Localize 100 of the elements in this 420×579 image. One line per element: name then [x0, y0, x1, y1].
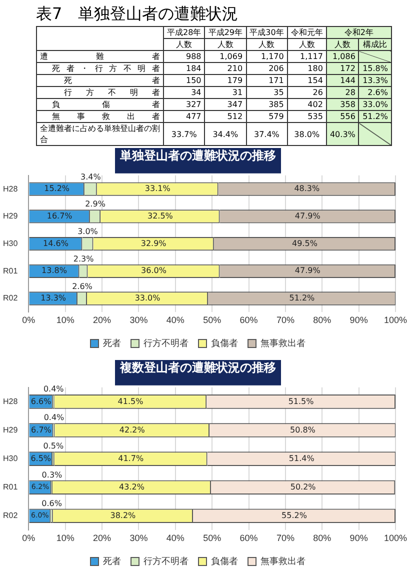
text: 535 [308, 112, 323, 121]
data-label: 0.5% [43, 442, 64, 451]
x-tick-label: 20% [93, 315, 112, 326]
data-label: 6.5% [30, 454, 52, 463]
text: 40.3% [330, 130, 356, 138]
data-label: 51.4% [288, 454, 315, 463]
x-tick-label: 40% [166, 533, 184, 544]
data-label: 6.6% [30, 396, 52, 406]
chart-title: 複数登山者の遭難状況の推移 [119, 360, 276, 375]
text: 512 [227, 112, 243, 121]
chart-title: 単独登山者の遭難状況の推移 [119, 148, 276, 163]
data-label: 0.3% [42, 470, 63, 480]
data-label: 3.4% [80, 172, 102, 182]
text: 1,069 [220, 52, 243, 61]
y-tick-label: H29 [2, 212, 18, 221]
x-tick-label: 70% [276, 533, 294, 544]
x-tick-label: 30% [130, 533, 148, 544]
category-label: 平成28年 [164, 26, 205, 38]
data-label: 2.3% [73, 254, 94, 264]
legend-label: 行方不明者 [144, 338, 188, 348]
data-label: 48.3% [294, 184, 320, 194]
data-label: 32.9% [140, 238, 167, 248]
y-tick-label: R01 [2, 266, 18, 276]
data-label: 42.2% [119, 425, 146, 434]
data-label: 0.4% [44, 413, 65, 422]
data-label: 41.7% [118, 454, 144, 463]
text: 13.3% [362, 76, 388, 85]
y-tick-label: R02 [2, 294, 18, 303]
data-label: 13.8% [42, 266, 68, 276]
x-tick-label: 10% [56, 533, 74, 544]
x-tick-label: 100% [384, 533, 408, 544]
text: 26 [312, 88, 323, 97]
text: 347 [227, 100, 243, 109]
text: 15.8% [362, 64, 388, 73]
category-label: 負傷者 [52, 100, 160, 109]
text: 1,170 [260, 52, 284, 61]
data-label: 43.2% [119, 482, 145, 492]
text: 1,117 [300, 52, 323, 61]
category-label: 遭難者 [40, 52, 160, 61]
text: 34 [191, 88, 202, 97]
text: 人数 [298, 40, 315, 49]
legend-label: 死者 [103, 556, 121, 566]
text: 51.2% [362, 112, 388, 121]
data-label: 49.5% [292, 238, 318, 248]
text: 34.4% [212, 130, 238, 138]
x-tick-label: 0% [22, 533, 36, 544]
text: 179 [227, 76, 243, 85]
text: 31 [232, 88, 243, 97]
text: 38.0% [294, 130, 320, 138]
data-label: 51.5% [288, 396, 314, 406]
text: 33.7% [171, 130, 197, 138]
text: 37.4% [254, 130, 280, 138]
text: 402 [308, 100, 323, 109]
data-label: 0.4% [43, 384, 64, 394]
x-tick-label: 30% [130, 315, 148, 326]
text: 人数 [334, 40, 351, 49]
y-tick-label: R02 [2, 511, 18, 520]
text: 35 [274, 88, 284, 97]
data-label: 33.1% [144, 184, 171, 194]
category-label: 死者・行方不明者 [52, 64, 160, 73]
text: 154 [308, 76, 323, 85]
category-label: 行方不明者 [64, 88, 160, 97]
text: 358 [340, 100, 356, 109]
text: 171 [268, 76, 284, 85]
text: 206 [268, 64, 284, 73]
legend-label: 死者 [103, 338, 121, 348]
data-label: 32.5% [147, 212, 174, 221]
category-label: 死者 [64, 76, 160, 85]
text: 1,086 [332, 52, 356, 61]
category-label: 全遭難者に占める単独登山者の割合 [40, 124, 160, 144]
text: 180 [308, 64, 323, 73]
data-label: 33.0% [134, 294, 161, 303]
text: 172 [340, 64, 356, 73]
data-label: 47.9% [294, 266, 321, 276]
category-label: 平成29年 [204, 26, 246, 38]
text: 385 [268, 100, 284, 109]
data-label: 14.6% [42, 238, 69, 248]
category-label: 令和2年 [326, 26, 392, 38]
legend-label: 行方不明者 [144, 556, 188, 566]
x-tick-label: 50% [203, 315, 222, 326]
data-label: 2.9% [85, 200, 106, 209]
x-tick-label: 80% [313, 315, 332, 326]
data-label: 41.5% [118, 396, 144, 406]
text: 556 [340, 112, 356, 121]
data-label: 15.2% [44, 184, 70, 194]
text: 210 [227, 64, 243, 73]
category-label: 令和元年 [287, 26, 326, 38]
data-label: 2.6% [72, 282, 93, 291]
x-tick-label: 90% [350, 315, 368, 326]
text: 33.0% [362, 100, 388, 109]
text: 150 [186, 76, 202, 85]
data-label: 13.3% [40, 294, 66, 303]
data-label: 0.6% [42, 498, 62, 508]
text: 144 [340, 76, 356, 85]
text: 28 [345, 88, 356, 97]
text: 477 [186, 112, 202, 121]
data-label: 50.8% [290, 425, 316, 434]
x-tick-label: 70% [276, 315, 294, 326]
x-tick-label: 60% [240, 533, 258, 544]
legend-label: 負傷者 [211, 338, 238, 348]
